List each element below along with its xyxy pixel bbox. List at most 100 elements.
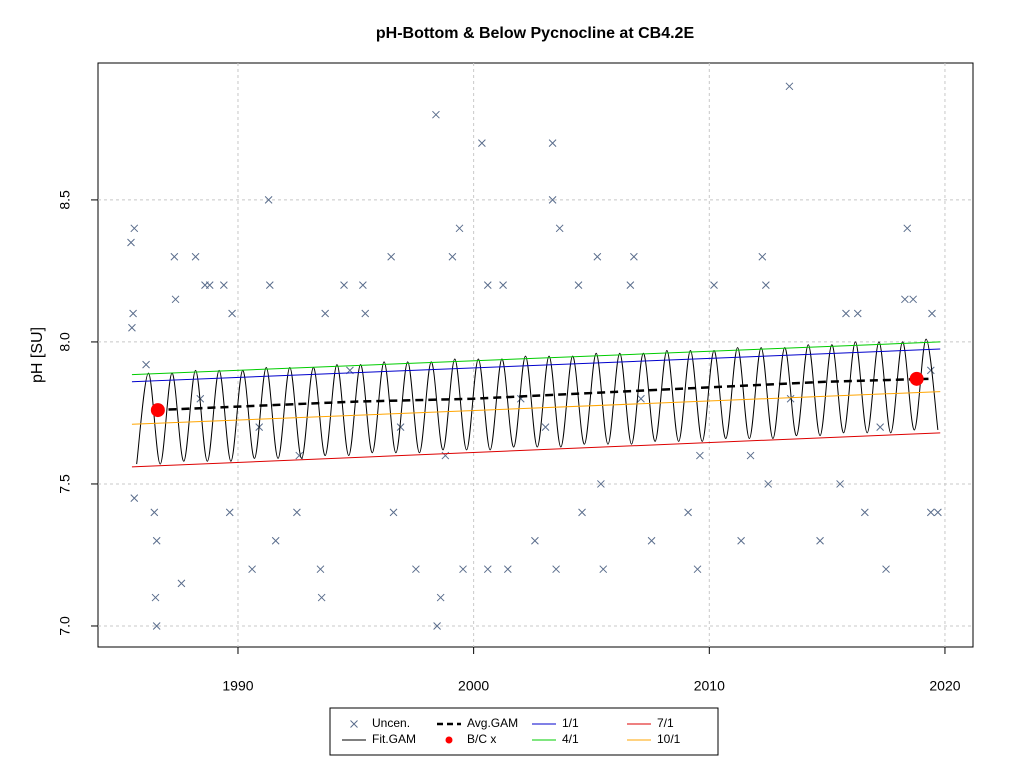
data-point <box>191 252 200 261</box>
data-point <box>455 224 464 233</box>
data-point <box>552 565 560 574</box>
data-point <box>130 494 139 503</box>
data-point <box>503 565 512 574</box>
data-point <box>150 508 159 517</box>
data-point <box>317 593 326 602</box>
data-point <box>387 252 396 261</box>
data-point <box>762 281 770 289</box>
data-point <box>359 281 367 289</box>
legend-label: 7/1 <box>657 716 674 730</box>
data-point <box>647 536 656 545</box>
data-point <box>548 196 557 204</box>
y-axis-label: pH [SU] <box>29 327 46 383</box>
data-point <box>548 139 557 147</box>
data-point <box>637 394 645 403</box>
data-point <box>316 565 325 574</box>
data-point <box>926 366 935 375</box>
data-point <box>128 323 136 332</box>
data-point <box>574 281 583 289</box>
data-point <box>684 508 692 517</box>
legend-key <box>445 736 453 744</box>
data-point <box>626 281 635 289</box>
data-point <box>265 281 274 289</box>
data-point <box>909 295 917 304</box>
y-tick-label: 8.0 <box>57 332 73 352</box>
series-line <box>131 341 941 376</box>
bc-point <box>909 371 924 386</box>
y-tick-label: 7.5 <box>57 474 73 494</box>
data-point <box>433 622 441 630</box>
data-point <box>882 565 890 574</box>
data-point <box>555 224 564 233</box>
legend-key <box>350 720 358 728</box>
bc-point <box>150 403 165 418</box>
series-line <box>131 432 941 468</box>
data-point <box>142 360 150 369</box>
legend-label: Avg.GAM <box>467 716 518 730</box>
data-point <box>432 110 440 119</box>
x-tick-label: 2010 <box>694 678 725 694</box>
data-point <box>693 565 702 574</box>
data-point <box>271 536 280 545</box>
data-point <box>264 196 273 204</box>
data-point <box>448 252 457 261</box>
data-point <box>177 579 186 588</box>
series-line <box>131 391 941 425</box>
series-line <box>136 338 939 465</box>
data-point <box>293 508 301 517</box>
data-point <box>225 508 234 517</box>
data-point <box>228 309 236 318</box>
data-point <box>171 295 180 304</box>
data-point <box>321 309 330 318</box>
x-tick-label: 2000 <box>458 678 489 694</box>
data-point <box>219 281 228 289</box>
data-point <box>152 622 161 630</box>
data-point <box>903 224 912 233</box>
data-point <box>746 451 755 460</box>
data-point <box>151 593 160 602</box>
data-point <box>478 139 486 147</box>
data-point <box>389 508 398 517</box>
data-point <box>853 309 862 318</box>
data-point <box>696 451 704 460</box>
y-tick-label: 8.5 <box>57 190 73 210</box>
legend-label: Uncen. <box>372 716 410 730</box>
data-point <box>842 309 850 318</box>
data-point <box>436 593 445 602</box>
data-point <box>578 508 586 517</box>
data-point <box>129 309 137 318</box>
data-point <box>340 281 348 289</box>
data-point <box>758 252 767 261</box>
data-point <box>483 281 492 289</box>
data-point <box>630 252 638 261</box>
legend-box <box>329 707 719 756</box>
legend-label: 1/1 <box>562 716 579 730</box>
data-point <box>248 565 256 574</box>
data-point <box>764 480 773 488</box>
data-point <box>130 224 139 233</box>
data-point <box>860 508 869 517</box>
data-point <box>710 281 718 289</box>
series-line <box>155 377 929 412</box>
x-tick-label: 1990 <box>222 678 253 694</box>
data-point <box>127 238 135 247</box>
data-point <box>499 281 507 289</box>
data-point <box>928 309 936 318</box>
data-point <box>531 536 539 545</box>
x-tick-label: 2020 <box>929 678 960 694</box>
data-point <box>737 536 745 545</box>
data-point <box>934 508 942 517</box>
data-point <box>541 423 550 432</box>
data-point <box>205 281 214 289</box>
data-point <box>483 565 492 574</box>
data-point <box>459 565 467 574</box>
data-point <box>593 252 602 261</box>
data-point <box>786 394 795 403</box>
data-point <box>152 536 161 545</box>
data-point <box>926 508 935 517</box>
data-point <box>361 309 370 318</box>
data-point <box>876 423 885 432</box>
data-point <box>295 451 304 460</box>
